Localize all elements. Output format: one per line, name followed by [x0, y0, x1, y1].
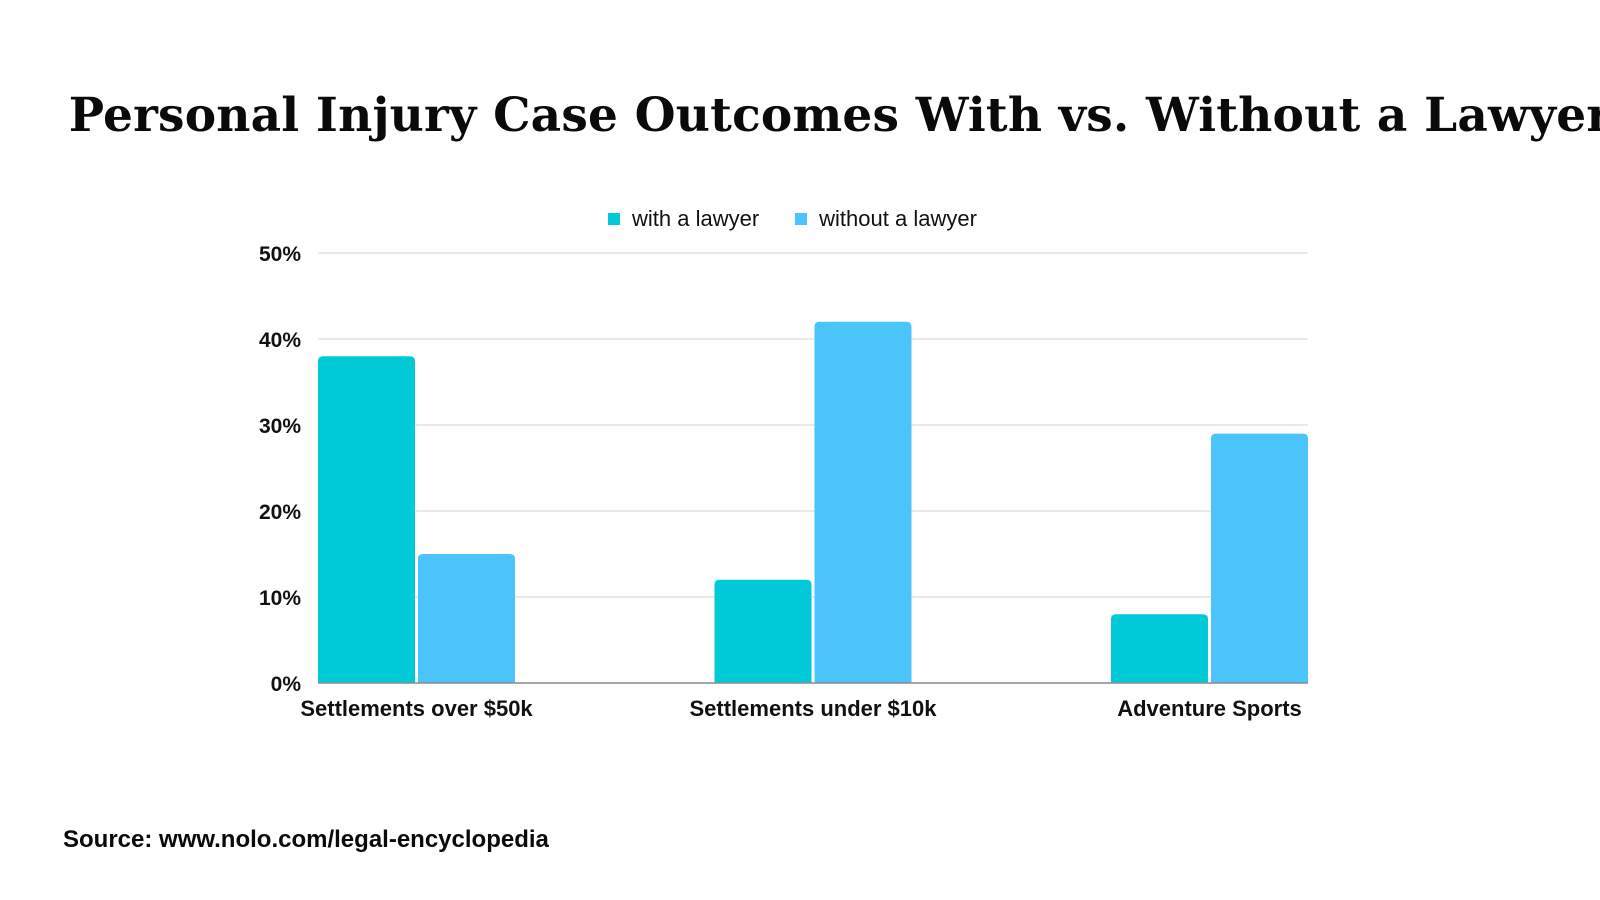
chart-title: Personal Injury Case Outcomes With vs. W…	[68, 88, 1600, 143]
chart-legend: with a lawyer without a lawyer	[608, 206, 977, 232]
y-tick-label: 40%	[259, 329, 301, 352]
legend-item-without-lawyer: without a lawyer	[795, 206, 977, 232]
y-tick-label: 50%	[259, 243, 301, 266]
bar-with-lawyer	[1111, 614, 1208, 683]
y-tick-label: 20%	[259, 501, 301, 524]
legend-swatch-without-lawyer	[795, 213, 808, 225]
legend-swatch-with-lawyer	[608, 213, 620, 225]
bar-with-lawyer	[318, 356, 415, 683]
y-tick-label: 10%	[259, 587, 301, 610]
y-tick-label: 0%	[271, 673, 302, 696]
x-category-label: Settlements under $10k	[690, 696, 938, 721]
x-category-label: Adventure Sports	[1117, 696, 1302, 721]
legend-label-without-lawyer: without a lawyer	[819, 206, 977, 231]
source-citation: Source: www.nolo.com/legal-encyclopedia	[63, 826, 549, 853]
legend-label-with-lawyer: with a lawyer	[632, 206, 760, 231]
bar-without-lawyer	[1211, 433, 1308, 683]
x-category-label: Settlements over $50k	[300, 696, 533, 721]
legend-item-with-lawyer: with a lawyer	[608, 206, 759, 232]
bar-with-lawyer	[714, 579, 812, 683]
y-tick-label: 30%	[259, 415, 301, 438]
bar-without-lawyer	[814, 321, 912, 683]
bar-without-lawyer	[418, 554, 515, 683]
